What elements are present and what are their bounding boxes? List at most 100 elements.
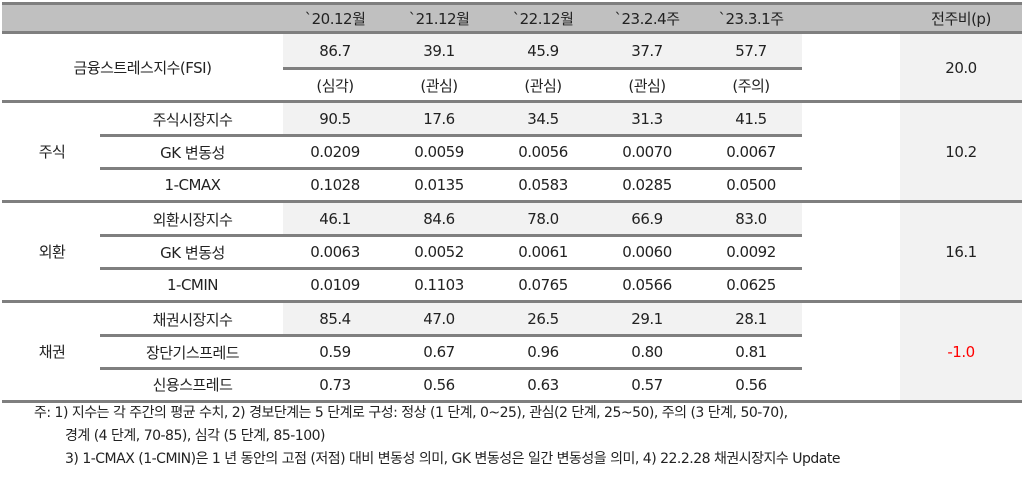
footnote-line: 경계 (4 단계, 70-85), 심각 (5 단계, 85-100) bbox=[65, 428, 325, 444]
fsi-change: 20.0 bbox=[945, 58, 977, 77]
fsi-stage: (주의) bbox=[732, 76, 770, 95]
col-header-change: 전주비(p) bbox=[931, 9, 991, 28]
cell: 0.0625 bbox=[726, 275, 776, 294]
col-header: `21.12월 bbox=[408, 9, 470, 28]
cell: 0.0067 bbox=[726, 143, 776, 161]
cell: 0.0061 bbox=[518, 243, 568, 261]
row-shade bbox=[283, 203, 802, 235]
change-shade bbox=[900, 103, 1022, 200]
fsi-value-shade bbox=[283, 34, 802, 68]
cell: 0.0059 bbox=[414, 143, 464, 161]
cell: 0.0583 bbox=[518, 175, 568, 194]
cell: 0.0063 bbox=[310, 243, 360, 261]
cell: 0.81 bbox=[735, 343, 767, 361]
cell: 0.1028 bbox=[310, 175, 360, 194]
cell: 0.0500 bbox=[726, 175, 776, 194]
row-label: 1-CMIN bbox=[166, 275, 219, 294]
cell: 0.0070 bbox=[622, 143, 672, 161]
footnote-line: 3) 1-CMAX (1-CMIN)은 1 년 동안의 고점 (저점) 대비 변… bbox=[65, 451, 840, 467]
row-label: 신용스프레드 bbox=[152, 376, 233, 394]
fsi-value: 86.7 bbox=[319, 42, 351, 60]
fsi-label: 금융스트레스지수(FSI) bbox=[73, 59, 212, 77]
cell: 0.0052 bbox=[414, 243, 464, 261]
row-shade bbox=[283, 103, 802, 135]
cell: 29.1 bbox=[631, 310, 663, 328]
cell: 28.1 bbox=[735, 310, 767, 328]
cell: 41.5 bbox=[735, 110, 767, 128]
cell: 26.5 bbox=[527, 310, 559, 328]
cell: 0.0285 bbox=[622, 175, 672, 194]
group-change: 16.1 bbox=[945, 242, 977, 261]
table-bottom-border bbox=[2, 400, 1022, 403]
cell: 47.0 bbox=[423, 310, 455, 328]
fsi-stage: (심각) bbox=[316, 76, 354, 95]
row-label: 장단기스프레드 bbox=[145, 343, 240, 362]
cell: 31.3 bbox=[631, 110, 663, 128]
cell: 0.0109 bbox=[310, 275, 360, 294]
cell: 0.0566 bbox=[622, 275, 672, 294]
row-shade bbox=[283, 303, 802, 335]
fsi-stage: (관심) bbox=[524, 76, 562, 95]
cell: 0.56 bbox=[423, 375, 455, 394]
change-shade bbox=[900, 303, 1022, 400]
col-header: `20.12월 bbox=[304, 9, 366, 28]
row-divider bbox=[100, 334, 802, 337]
cell: 0.0092 bbox=[726, 243, 776, 261]
cell: 0.73 bbox=[319, 375, 351, 394]
section-divider bbox=[2, 100, 1022, 103]
col-header: `22.12월 bbox=[512, 9, 574, 28]
cell: 34.5 bbox=[527, 110, 559, 128]
cell: 0.0060 bbox=[622, 243, 672, 261]
cell: 90.5 bbox=[319, 110, 351, 128]
row-label: 1-CMAX bbox=[164, 175, 221, 194]
cell: 84.6 bbox=[423, 210, 455, 228]
group-label-stock: 주식 bbox=[38, 143, 66, 161]
row-divider bbox=[100, 267, 802, 270]
row-divider bbox=[100, 367, 802, 370]
cell: 0.0209 bbox=[310, 143, 360, 161]
row-divider bbox=[283, 67, 802, 70]
cell: 85.4 bbox=[319, 310, 351, 328]
row-divider bbox=[100, 167, 802, 170]
row-label: GK 변동성 bbox=[160, 243, 225, 262]
section-divider bbox=[2, 300, 1022, 303]
group-label-bond: 채권 bbox=[38, 343, 66, 361]
cell: 0.67 bbox=[423, 343, 455, 361]
cell: 66.9 bbox=[631, 210, 663, 228]
cell: 0.59 bbox=[319, 343, 351, 361]
cell: 0.80 bbox=[631, 343, 663, 361]
cell: 0.0135 bbox=[414, 175, 464, 194]
cell: 83.0 bbox=[735, 210, 767, 228]
cell: 0.63 bbox=[527, 375, 559, 394]
change-shade bbox=[900, 203, 1022, 300]
cell: 46.1 bbox=[319, 210, 351, 228]
fsi-value: 37.7 bbox=[631, 42, 663, 60]
cell: 17.6 bbox=[423, 110, 455, 128]
row-divider bbox=[100, 234, 802, 237]
row-label: 채권시장지수 bbox=[152, 310, 233, 329]
cell: 0.57 bbox=[631, 375, 663, 394]
cell: 0.0056 bbox=[518, 143, 568, 161]
fsi-value: 57.7 bbox=[735, 42, 767, 60]
footnotes: 주: 1) 지수는 각 주간의 평균 수치, 2) 경보단계는 5 단계로 구성… bbox=[34, 402, 840, 471]
cell: 0.56 bbox=[735, 375, 767, 394]
group-change: 10.2 bbox=[945, 142, 977, 161]
group-change-negative: -1.0 bbox=[947, 342, 975, 361]
group-label-fx: 외환 bbox=[38, 243, 66, 261]
row-label: 외환시장지수 bbox=[152, 210, 233, 229]
fsi-stage: (관심) bbox=[628, 76, 666, 95]
table-header bbox=[2, 2, 1022, 34]
fsi-value: 45.9 bbox=[527, 42, 559, 60]
cell: 0.0765 bbox=[518, 275, 568, 294]
cell: 0.96 bbox=[527, 343, 559, 361]
col-header: `23.2.4주 bbox=[614, 9, 680, 28]
fsi-stage: (관심) bbox=[420, 76, 458, 95]
section-divider bbox=[2, 200, 1022, 203]
row-divider bbox=[100, 134, 802, 137]
fsi-value: 39.1 bbox=[423, 42, 455, 60]
cell: 78.0 bbox=[527, 210, 559, 228]
row-label: 주식시장지수 bbox=[152, 110, 233, 129]
row-label: GK 변동성 bbox=[160, 143, 225, 162]
cell: 0.1103 bbox=[414, 275, 464, 294]
col-header: `23.3.1주 bbox=[718, 9, 784, 28]
